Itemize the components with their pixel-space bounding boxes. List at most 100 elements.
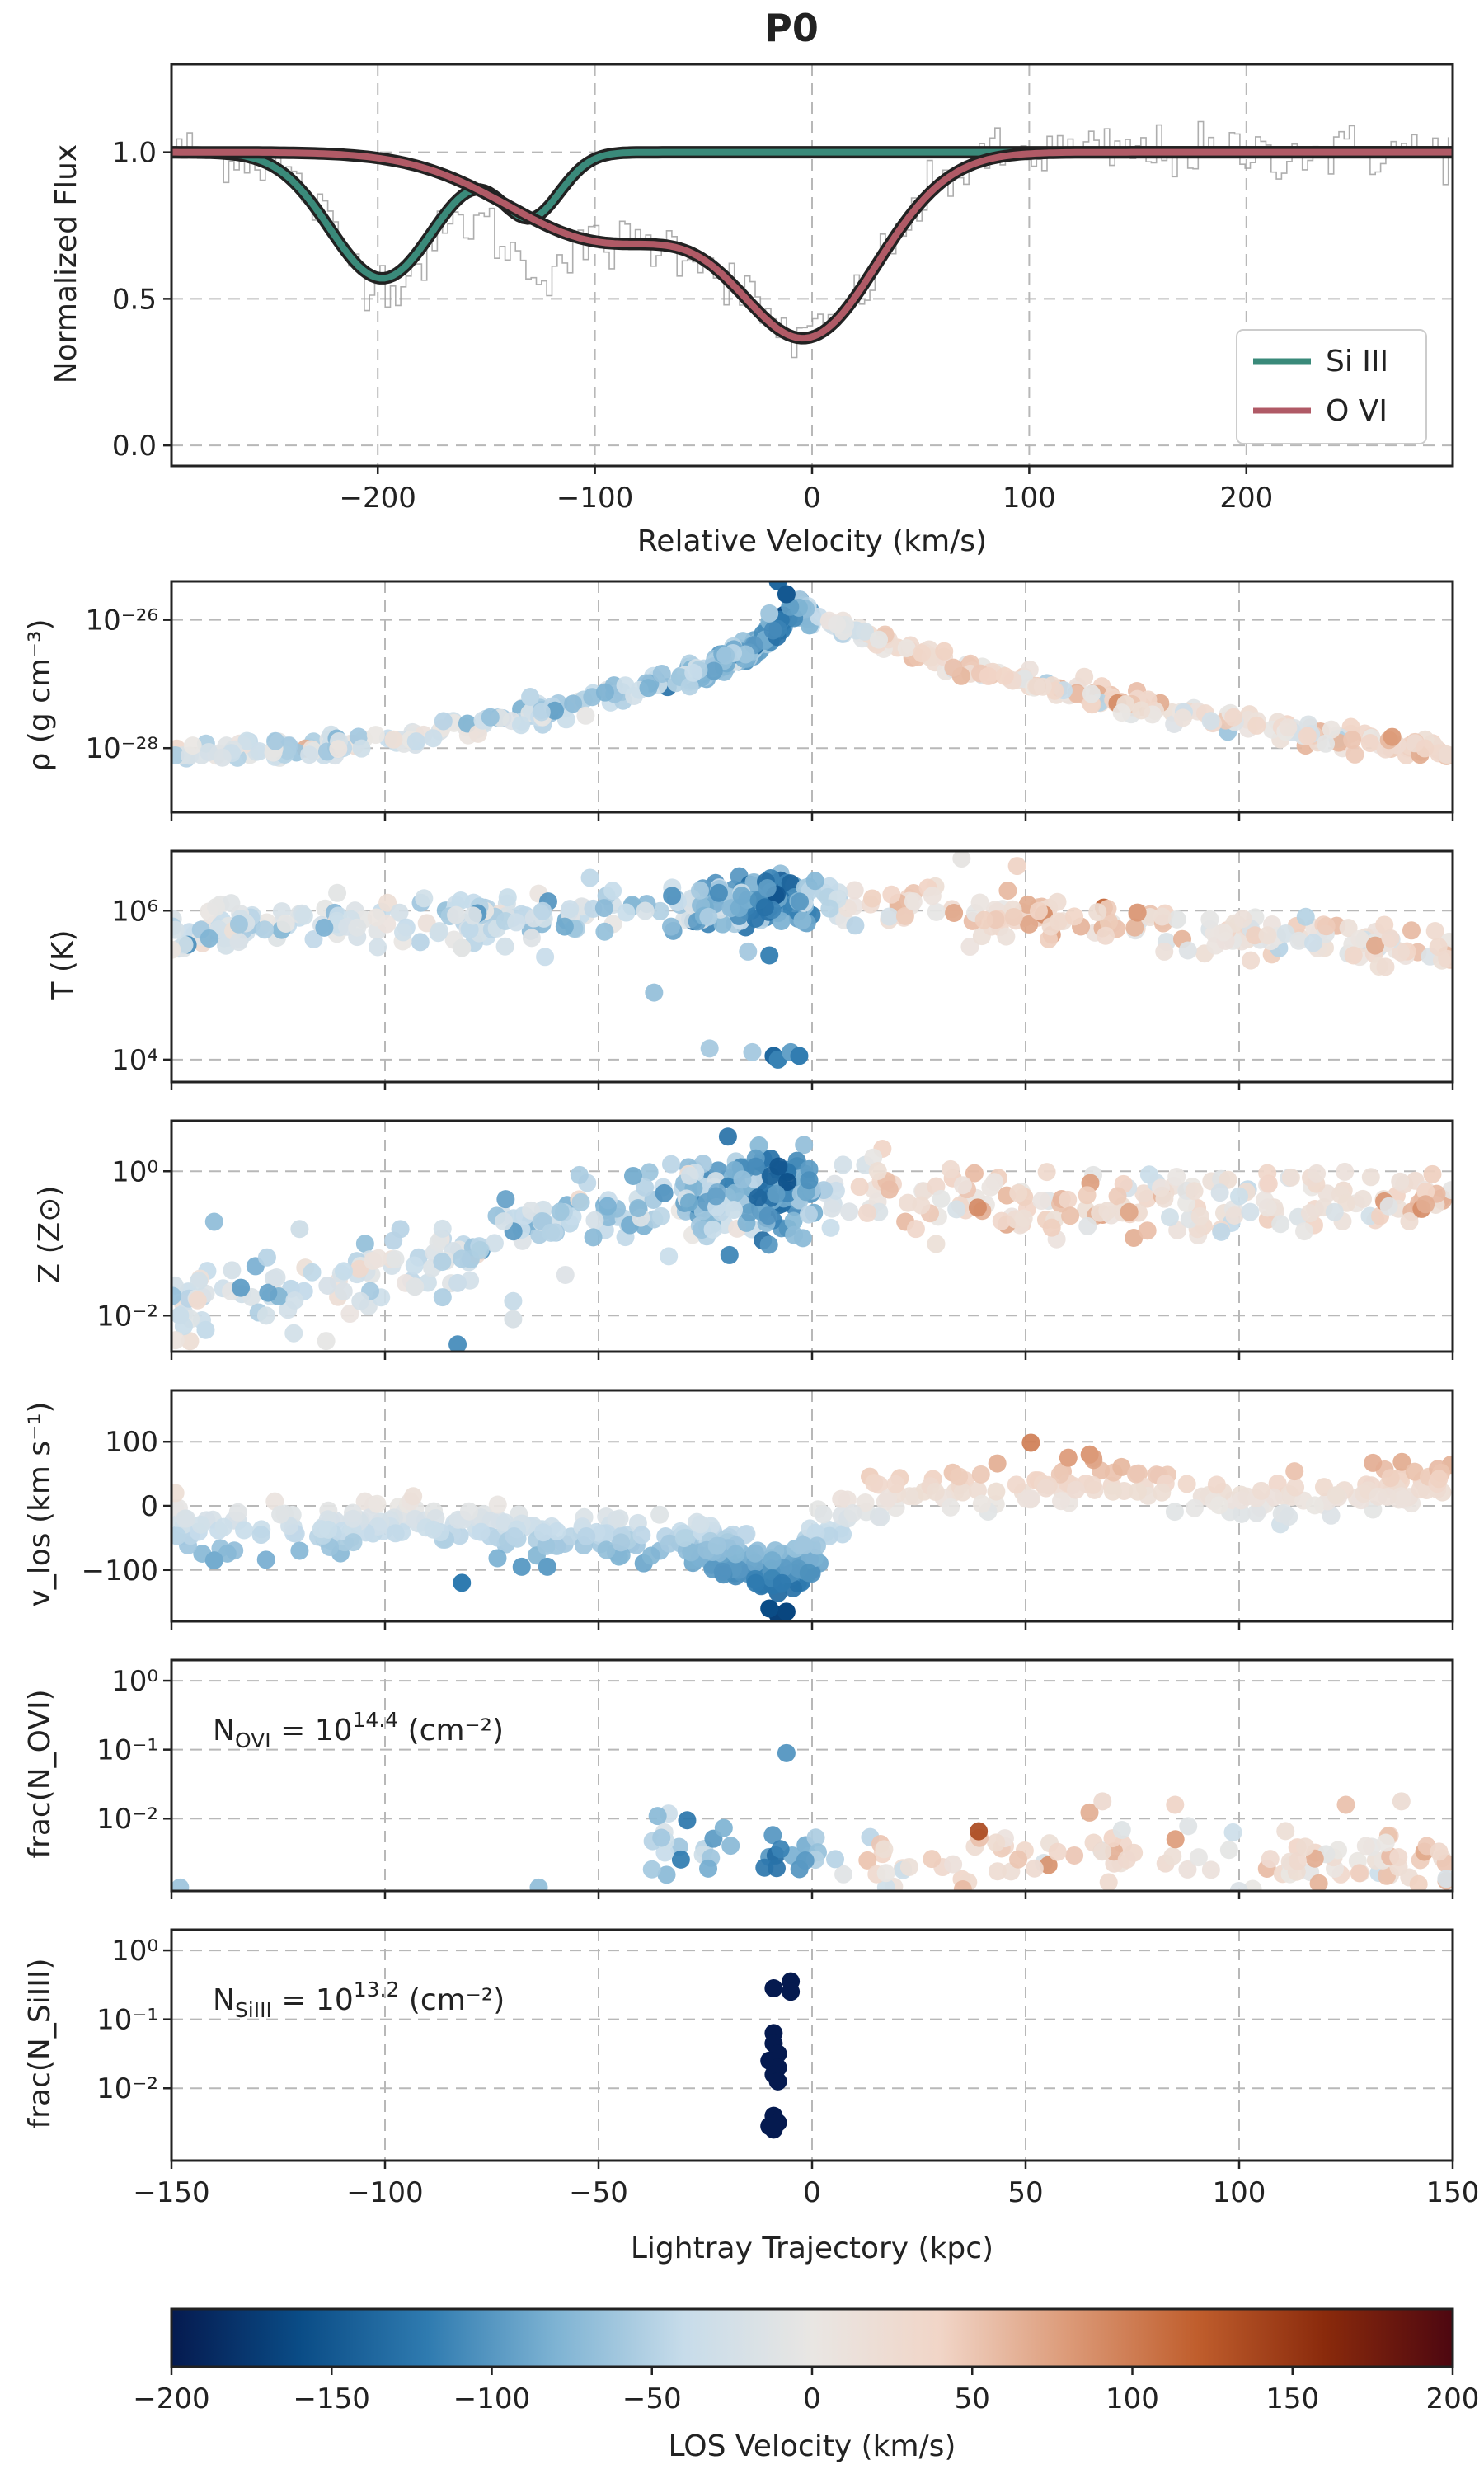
data-point [271,1505,290,1524]
trajectory-xtick-label: −50 [569,2176,628,2209]
data-point [1325,1202,1344,1221]
data-point [1242,951,1261,970]
data-point [1178,1860,1197,1879]
data-point [1112,703,1131,722]
data-point [384,730,403,749]
spectrum-ytick-label: 1.0 [112,137,157,170]
data-point [495,1212,514,1231]
data-point [992,1211,1011,1230]
data-point [1138,1221,1157,1240]
colorbar-tick-label: −150 [294,2382,370,2415]
data-point [995,666,1014,685]
data-point [927,902,946,921]
data-point [737,1524,756,1543]
data-point [763,1551,782,1570]
data-point [1207,1475,1226,1494]
data-point [595,922,614,941]
data-point [662,917,681,936]
panel-points [171,581,1453,768]
data-point [680,677,699,696]
data-point [899,1857,918,1876]
data-point [1108,1187,1127,1206]
data-point [570,1165,589,1184]
data-point [1112,1457,1131,1476]
data-point [1276,1822,1295,1841]
spectrum-xtick-label: 100 [1003,482,1056,515]
data-point [979,666,998,685]
frac-siiii-annotation: NSiIII = 1013.2 (cm⁻²) [213,1978,505,2022]
data-point [394,923,413,942]
data-point [639,679,658,698]
panel-points [171,1127,1453,1352]
data-point [1241,1202,1260,1221]
panel-points [171,1433,1453,1621]
data-point [351,1291,370,1310]
data-point [1393,1489,1412,1508]
panel-ytick-label: 0 [140,1490,158,1523]
data-point [1296,1837,1315,1856]
data-point [1246,926,1265,945]
data-point [190,1272,209,1291]
data-point [384,1231,403,1250]
data-point [777,1173,796,1192]
data-point [981,1178,1000,1197]
data-point [598,1197,617,1216]
data-point [1364,1453,1383,1472]
data-point [1309,1874,1328,1891]
data-point [773,1573,791,1592]
data-point [858,1851,877,1870]
data-point [1004,907,1023,926]
colorbar-tick-label: −50 [622,2382,682,2415]
data-point [868,1161,887,1180]
data-point [767,1859,786,1878]
spectrum-ylabel: Normalized Flux [49,144,83,383]
data-point [699,907,718,926]
data-point [660,1534,679,1553]
data-point [997,927,1016,946]
spectrum-observed-flux [171,120,1449,359]
data-point [1392,1792,1411,1811]
data-point [960,938,979,957]
data-point [1088,903,1107,922]
data-point [171,1331,185,1350]
data-point [636,1178,655,1197]
data-point [1120,1202,1139,1221]
data-point [1078,1186,1097,1205]
panel-ytick-label: 10⁻² [96,2072,158,2105]
data-point [481,708,500,727]
data-point [771,1840,790,1859]
data-point [200,742,218,761]
data-point [1279,718,1298,737]
data-point [795,1136,814,1155]
data-point [259,1283,278,1302]
data-point [505,1526,524,1545]
data-point [352,739,371,758]
data-point [941,1498,960,1517]
data-point [229,933,248,952]
data-point [1097,926,1115,945]
data-point [171,1286,182,1305]
data-point [942,1159,960,1178]
data-point [1296,907,1315,926]
data-point [1165,1503,1184,1522]
data-point [800,1171,819,1190]
data-point [317,1332,336,1351]
frac-ovi-panel: 10⁻² 10⁻¹ 10⁰ [96,1658,1454,1899]
data-point [764,1979,783,1998]
data-point [1039,1856,1058,1874]
data-point [547,1522,566,1540]
data-point [610,1509,629,1528]
data-point [1153,907,1172,926]
panel-ytick-label: 10⁴ [111,1044,158,1077]
data-point [424,1520,443,1539]
data-point [171,745,185,764]
data-point [682,1543,701,1562]
data-point [251,1526,270,1545]
data-point [1271,1215,1290,1234]
data-point [542,1223,561,1242]
data-point [760,1599,779,1618]
panel-ytick-label: 10⁻²⁶ [86,604,158,637]
data-point [1020,915,1039,934]
data-point [453,1249,472,1268]
data-point [183,736,202,755]
